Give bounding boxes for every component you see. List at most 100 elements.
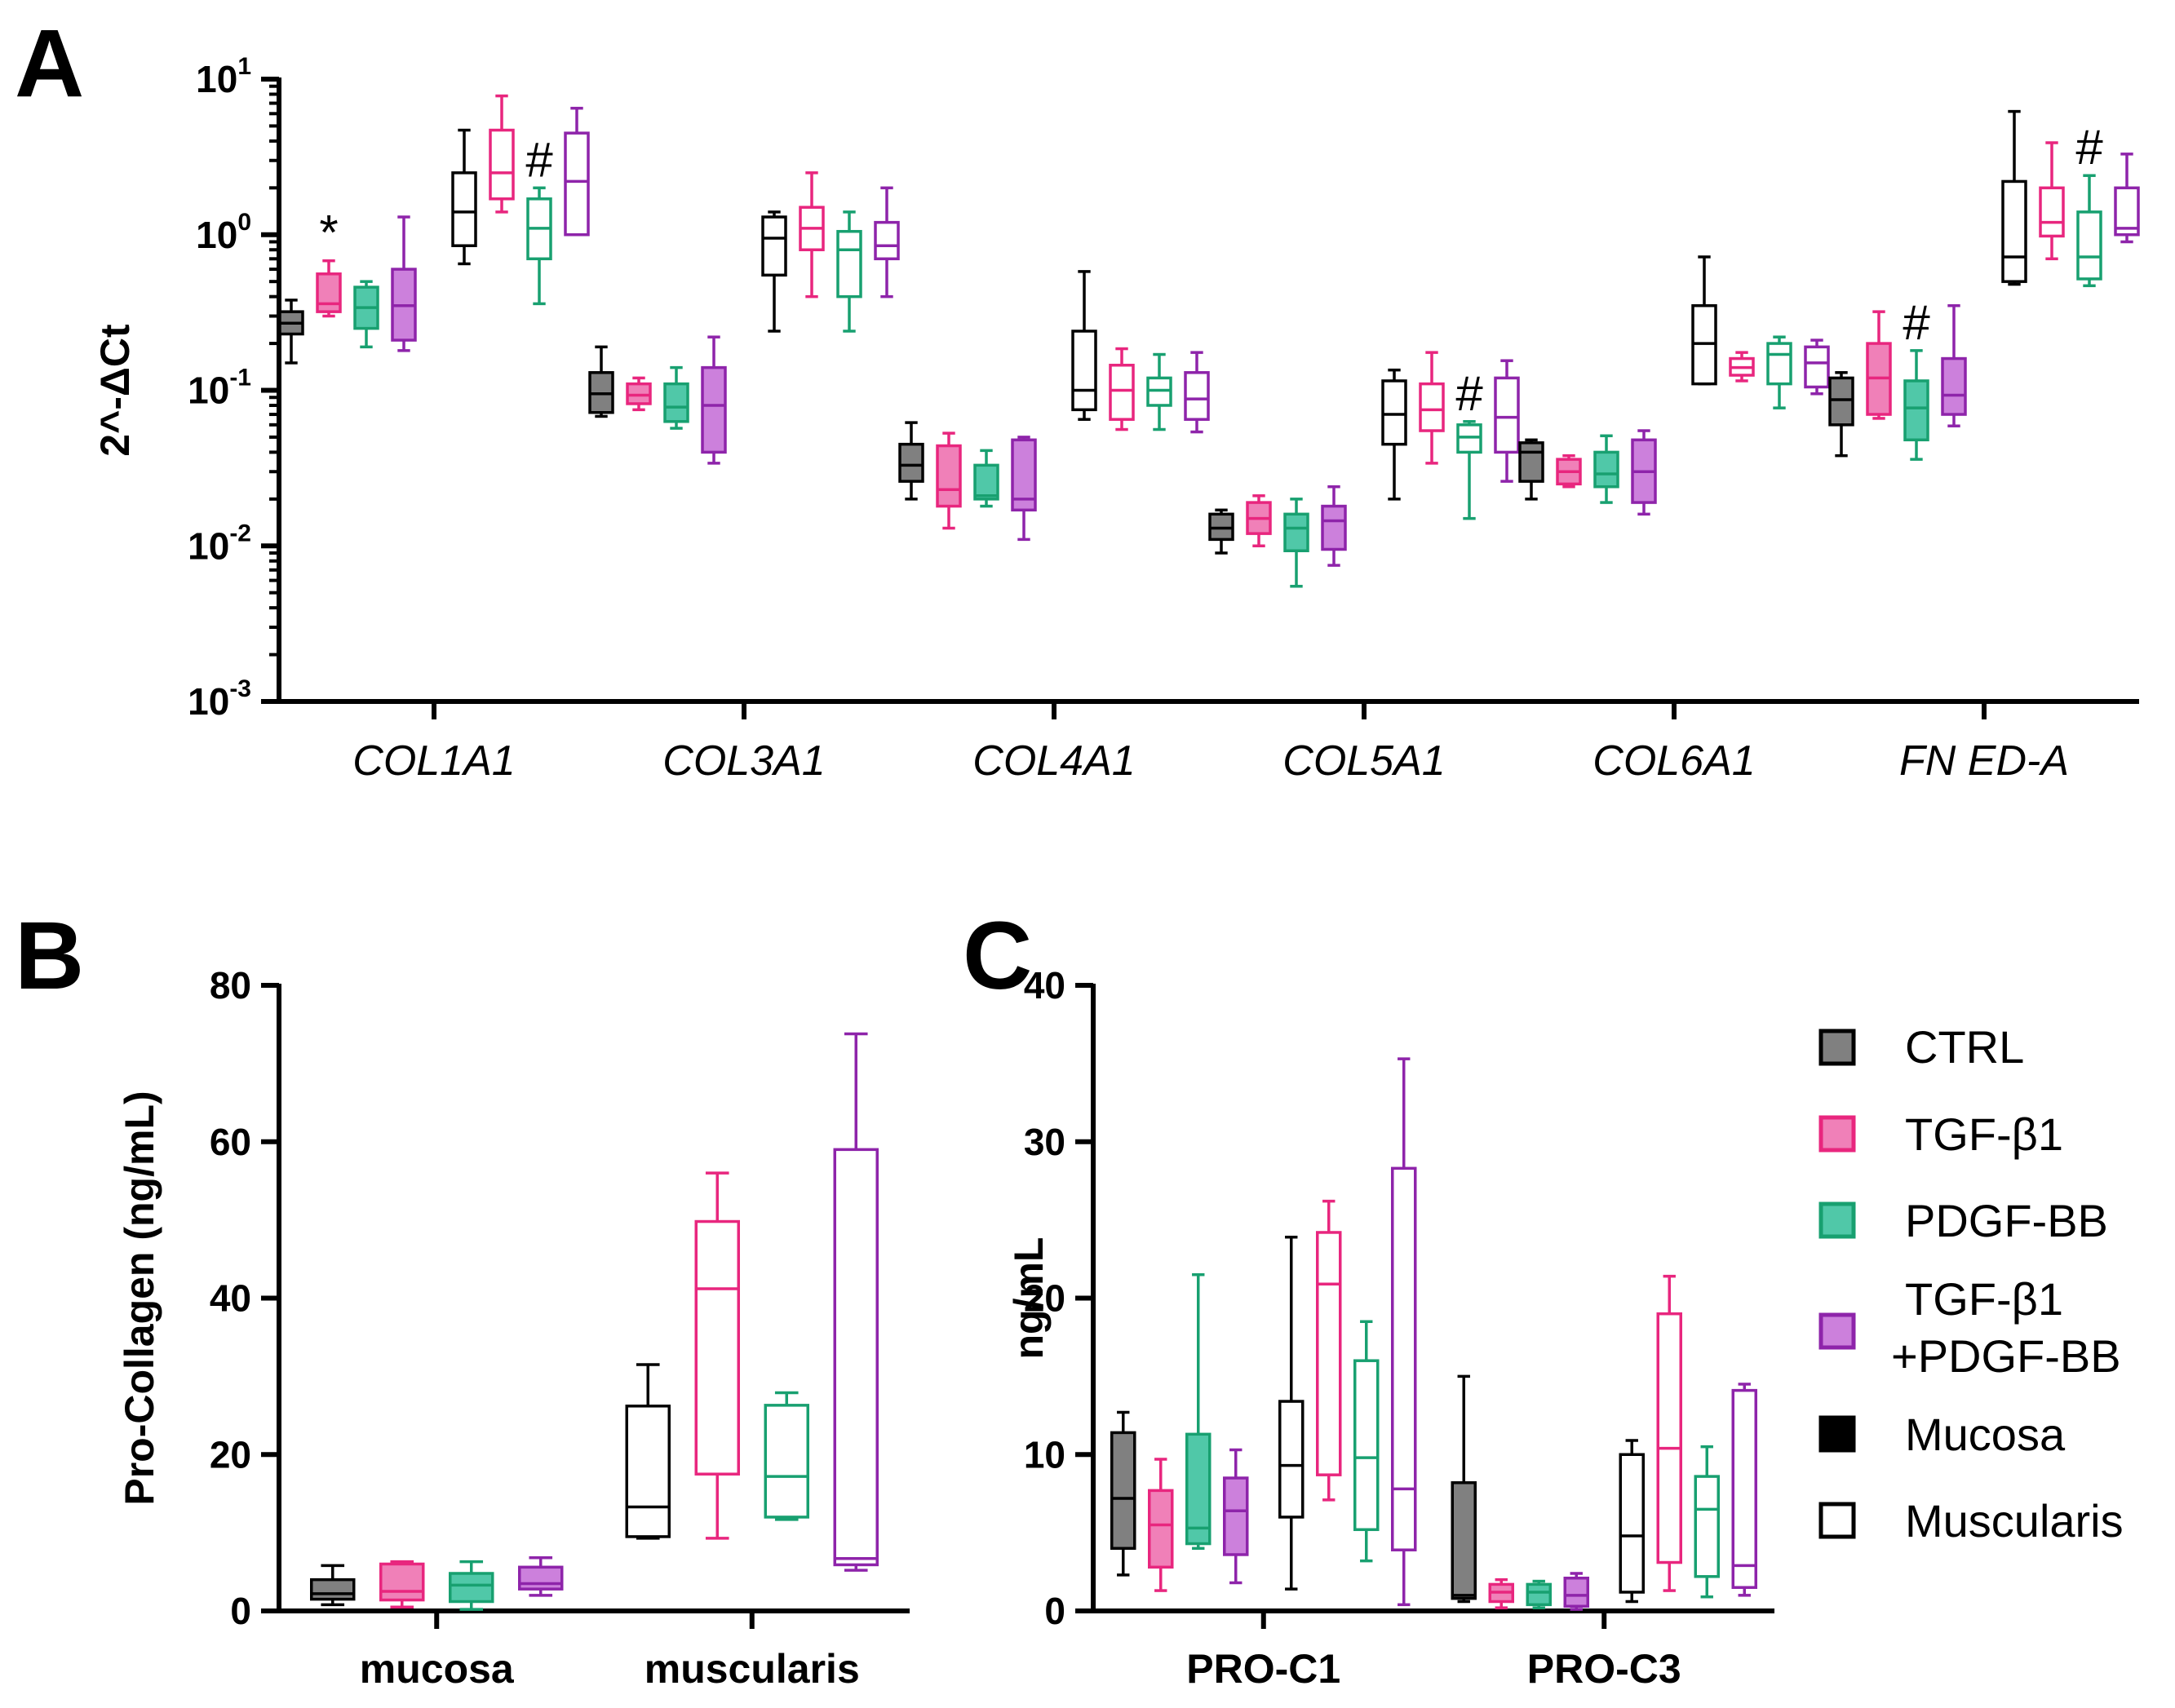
a-box-29	[1419, 382, 1445, 432]
a-x-category-label: FN ED-A	[1899, 737, 2069, 785]
a-box-20	[1071, 330, 1097, 412]
a-ytick-label: 10-1	[188, 365, 251, 412]
c-box-4	[1278, 1400, 1305, 1519]
a-ytick-label: 10-2	[188, 520, 251, 567]
a-x-category-label: COL1A1	[352, 737, 515, 785]
b-box-0	[310, 1577, 356, 1601]
b-y-axis-title: Pro-Collagen (ng/mL)	[117, 1091, 162, 1505]
b-x-category-label: muscularis	[645, 1646, 860, 1692]
a-box-4	[451, 171, 477, 247]
a-ytick-label: 101	[196, 53, 251, 100]
a-ytick-label: 10-3	[188, 675, 251, 723]
a-box-42	[1903, 379, 1929, 442]
a-box-18	[973, 463, 999, 501]
a-annot-6: #	[525, 132, 553, 187]
a-box-10	[663, 382, 689, 423]
a-box-26	[1283, 512, 1309, 553]
c-box-8	[1451, 1481, 1477, 1600]
c-x-category-label: PRO-C3	[1527, 1646, 1681, 1692]
a-box-44	[2001, 179, 2027, 283]
panel-a-chart: 101 100 10-1 10-2 10-3 2^-ΔCt COL1A1 COL3A1 COL4…	[92, 53, 2140, 785]
a-box-14	[836, 229, 862, 299]
panel-letter-c: C	[963, 902, 1032, 1010]
c-x-category-label: PRO-C1	[1186, 1646, 1340, 1692]
c-box-15	[1731, 1388, 1757, 1589]
c-box-2	[1185, 1432, 1212, 1546]
b-box-1	[379, 1562, 425, 1602]
legend-label-mucosa: Mucosa	[1905, 1409, 2066, 1460]
b-ytick-label: 60	[210, 1121, 251, 1163]
a-box-31	[1494, 376, 1520, 454]
c-box-13	[1656, 1312, 1682, 1564]
c-box-14	[1694, 1475, 1720, 1578]
a-annot-1: *	[319, 206, 338, 260]
legend-label-combo-line2: +PDGF-BB	[1891, 1330, 2121, 1382]
a-box-28	[1381, 379, 1407, 446]
c-box-0	[1110, 1431, 1136, 1551]
b-x-category-label: mucosa	[360, 1646, 515, 1692]
a-x-category-label: COL3A1	[662, 737, 825, 785]
b-box-5	[694, 1219, 740, 1476]
a-box-12	[761, 215, 787, 277]
a-box-39	[1804, 345, 1830, 389]
a-x-category-label: COL6A1	[1592, 737, 1755, 785]
panel-c-chart: 0 10 20 30 40 ng/mL PRO-C1 PRO-C3	[1006, 964, 1774, 1692]
a-x-category-label: COL4A1	[972, 737, 1135, 785]
c-ytick-label: 30	[1024, 1121, 1065, 1163]
c-box-10	[1526, 1582, 1552, 1607]
a-box-11	[701, 365, 727, 454]
a-box-7	[564, 131, 590, 237]
c-y-axis-title: ng/mL	[1006, 1237, 1052, 1360]
a-box-27	[1321, 504, 1347, 551]
a-box-1	[316, 272, 342, 313]
legend-label-tgf: TGF-β1	[1905, 1108, 2063, 1160]
legend-label-pdgf: PDGF-BB	[1905, 1195, 2108, 1246]
a-box-16	[898, 442, 924, 483]
legend-swatch-mucosa	[1818, 1415, 1856, 1453]
b-ytick-label: 0	[230, 1590, 251, 1632]
c-box-5	[1316, 1231, 1342, 1476]
legend-swatch-tgf	[1818, 1115, 1856, 1153]
legend-label-muscularis: Muscularis	[1905, 1495, 2124, 1546]
a-box-21	[1109, 363, 1135, 421]
a-box-43	[1941, 356, 1967, 416]
c-ytick-label: 10	[1024, 1433, 1065, 1476]
panel-b-chart: 0 20 40 60 80 Pro-Collagen (ng/mL) mucosa muscu…	[117, 964, 910, 1692]
c-ytick-label: 40	[1024, 964, 1065, 1007]
legend-swatch-pdgf	[1818, 1201, 1856, 1239]
a-annot-42: #	[1903, 295, 1930, 350]
c-box-11	[1563, 1576, 1589, 1608]
c-box-3	[1223, 1476, 1249, 1556]
legend: CTRL TGF-β1 PDGF-BB TGF-β1 +PDGF-BB Muco…	[1818, 1021, 2124, 1546]
a-box-46	[2076, 210, 2102, 281]
b-box-2	[449, 1572, 494, 1604]
a-box-23	[1184, 371, 1210, 421]
legend-swatch-ctrl	[1818, 1029, 1856, 1066]
a-x-category-label: COL5A1	[1282, 737, 1445, 785]
legend-swatch-muscularis	[1818, 1502, 1856, 1539]
a-box-15	[874, 220, 900, 261]
panel-letter-b: B	[15, 902, 84, 1010]
c-box-6	[1353, 1359, 1380, 1532]
a-box-40	[1828, 376, 1854, 427]
a-ytick-label: 100	[196, 209, 251, 256]
a-box-34	[1593, 450, 1619, 489]
a-box-45	[2039, 186, 2065, 238]
a-box-17	[936, 444, 962, 508]
b-box-4	[625, 1405, 671, 1538]
legend-label-combo-line1: TGF-β1	[1905, 1273, 2063, 1325]
b-ytick-label: 80	[210, 964, 251, 1007]
a-annot-30: #	[1455, 366, 1483, 421]
a-box-5	[489, 128, 515, 201]
b-box-7	[833, 1148, 879, 1567]
a-annot-46: #	[2075, 120, 2103, 175]
b-box-3	[518, 1565, 564, 1591]
b-ytick-label: 40	[210, 1277, 251, 1320]
c-box-12	[1619, 1453, 1645, 1594]
c-box-1	[1148, 1489, 1174, 1569]
c-ytick-label: 20	[1024, 1277, 1065, 1320]
legend-label-ctrl: CTRL	[1905, 1021, 2024, 1073]
b-box-6	[764, 1404, 809, 1519]
a-y-axis-title: 2^-ΔCt	[92, 324, 138, 457]
